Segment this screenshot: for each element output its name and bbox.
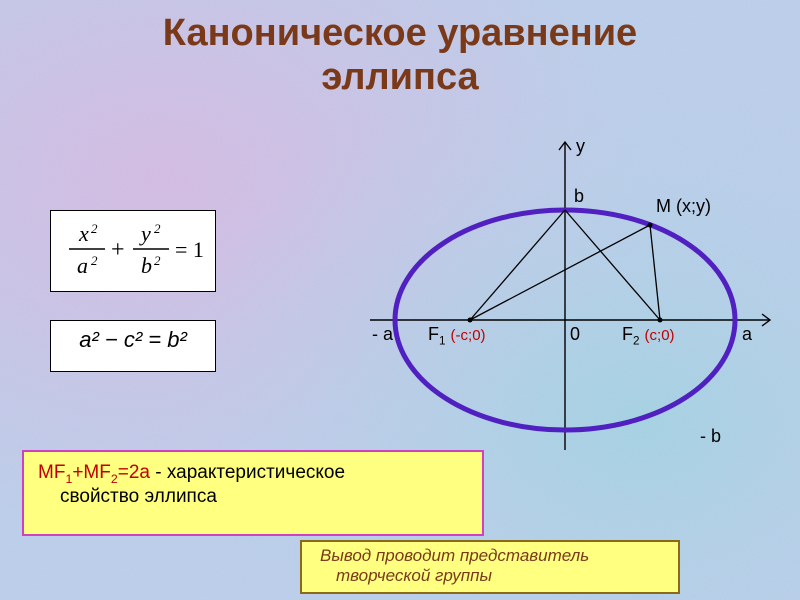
svg-text:+: +	[111, 237, 125, 263]
conclusion-line2: творческой группы	[336, 566, 670, 586]
characteristic-property-box: MF1+MF2=2a - характеристическое свойство…	[22, 450, 484, 536]
label-a: a	[742, 324, 752, 345]
svg-text:x: x	[78, 221, 89, 246]
label-neg-a: - a	[372, 324, 393, 345]
property-line1: MF1+MF2=2a - характеристическое	[38, 462, 468, 486]
equation-canonical: x2 a2 + y2 b2 = 1	[50, 210, 216, 292]
label-F2: F2 (c;0)	[622, 324, 675, 348]
equation-relation: a² − c² = b²	[50, 320, 216, 372]
property-line2: свойство эллипса	[60, 486, 468, 508]
svg-text:a: a	[77, 253, 88, 278]
label-neg-b: - b	[700, 426, 721, 447]
title-line2: эллипса	[321, 56, 478, 98]
svg-text:2: 2	[91, 221, 98, 236]
label-origin: 0	[570, 324, 580, 345]
svg-text:= 1: = 1	[175, 237, 204, 262]
conclusion-line1: Вывод проводит представитель	[320, 546, 670, 566]
svg-text:2: 2	[91, 253, 98, 268]
axis-y-label: y	[576, 136, 585, 157]
svg-text:y: y	[139, 221, 151, 246]
svg-text:b: b	[141, 253, 152, 278]
equation-relation-text: a² − c² = b²	[79, 327, 187, 352]
slide-title: Каноническое уравнение эллипса	[0, 12, 800, 99]
title-line1: Каноническое уравнение	[163, 12, 637, 54]
svg-text:2: 2	[154, 221, 161, 236]
svg-text:2: 2	[154, 253, 161, 268]
label-b-top: b	[574, 186, 584, 207]
label-M: M (x;y)	[656, 196, 711, 217]
conclusion-box: Вывод проводит представитель творческой …	[300, 540, 680, 594]
ellipse-diagram: y b M (x;y) - a a 0 - b F1 (-c;0) F2 (c;…	[350, 130, 780, 460]
label-F1: F1 (-c;0)	[428, 324, 486, 348]
